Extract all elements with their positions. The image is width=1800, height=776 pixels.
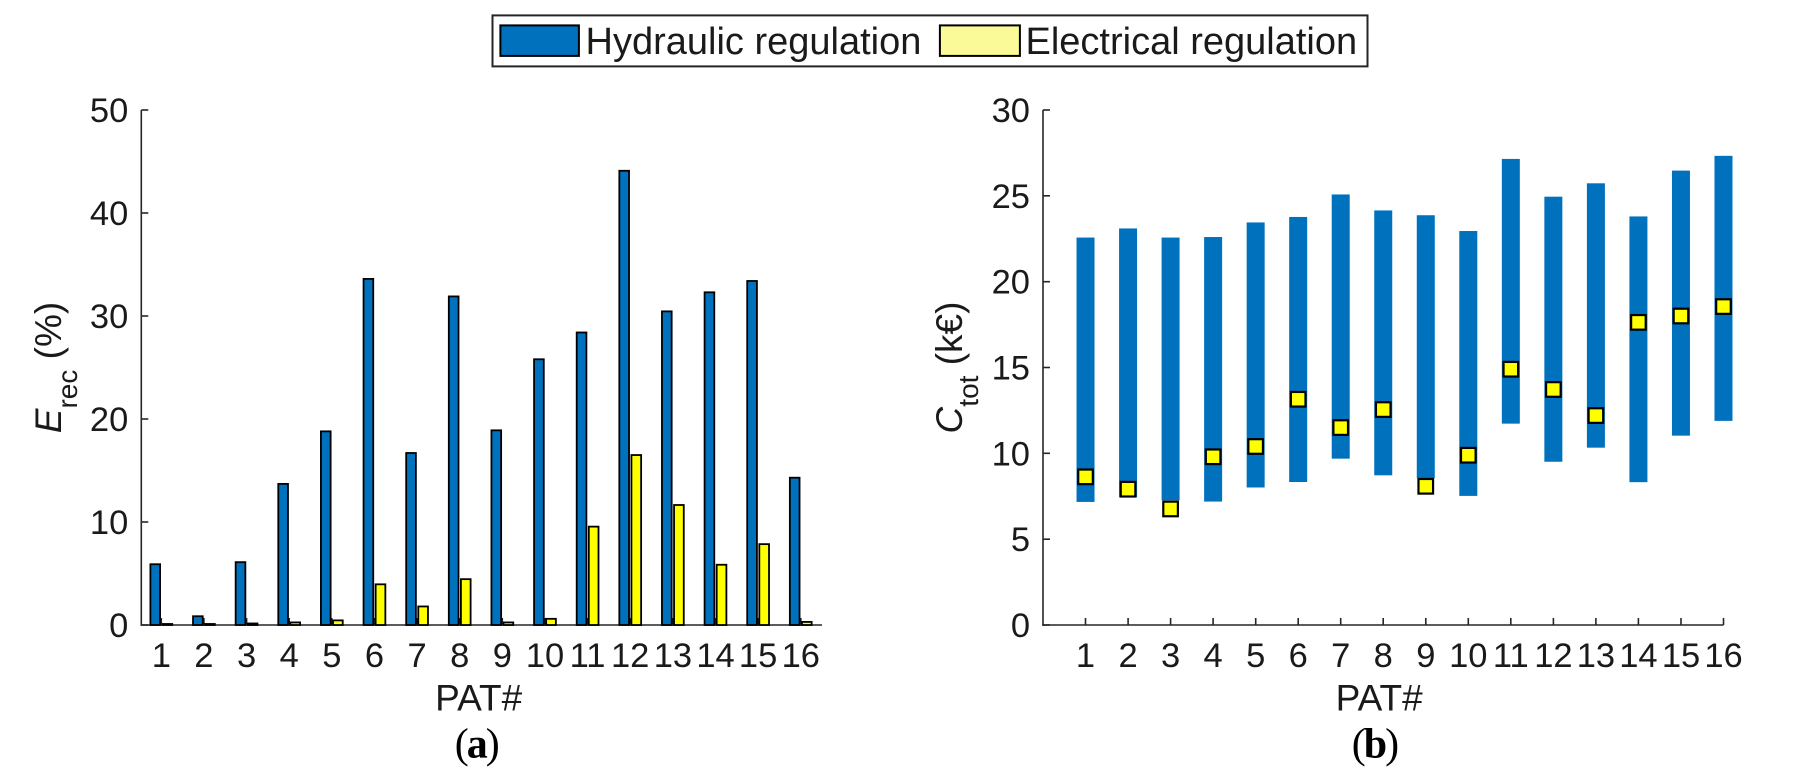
svg-text:14: 14 [1619,637,1657,675]
svg-text:40: 40 [90,195,128,233]
svg-text:2: 2 [194,637,213,675]
svg-text:5: 5 [1011,521,1030,559]
svg-text:0: 0 [1011,607,1030,645]
svg-text:11: 11 [1493,637,1529,675]
svg-text:3: 3 [237,637,256,675]
svg-text:8: 8 [1374,637,1393,675]
svg-text:50: 50 [90,92,128,130]
svg-text:2: 2 [1119,637,1138,675]
svg-text:12: 12 [1534,637,1572,675]
svg-text:Erec (%): Erec (%) [28,302,83,433]
svg-text:10: 10 [1449,637,1487,675]
svg-text:25: 25 [992,178,1030,216]
svg-text:10: 10 [526,637,564,675]
svg-text:13: 13 [654,637,692,675]
svg-text:PAT#: PAT# [1336,678,1423,719]
svg-text:20: 20 [992,264,1030,302]
svg-text:7: 7 [408,637,427,675]
svg-text:3: 3 [1161,637,1180,675]
svg-text:8: 8 [450,637,469,675]
svg-text:20: 20 [90,401,128,439]
svg-text:1: 1 [1076,637,1095,675]
svg-text:7: 7 [1331,637,1350,675]
svg-text:12: 12 [611,637,649,675]
svg-text:(a): (a) [455,722,499,768]
svg-text:15: 15 [1662,637,1700,675]
svg-text:9: 9 [493,637,512,675]
svg-text:5: 5 [322,637,341,675]
svg-text:0: 0 [109,607,128,645]
svg-text:13: 13 [1577,637,1615,675]
svg-text:14: 14 [696,637,734,675]
svg-text:9: 9 [1416,637,1435,675]
svg-text:(b): (b) [1352,722,1398,768]
svg-text:Ctot (k€): Ctot (k€) [929,302,984,434]
svg-text:4: 4 [1204,637,1223,675]
svg-text:15: 15 [739,637,777,675]
svg-text:30: 30 [90,298,128,336]
svg-text:10: 10 [992,435,1030,473]
svg-text:11: 11 [570,637,606,675]
svg-text:Hydraulic regulation: Hydraulic regulation [586,21,922,63]
svg-text:6: 6 [1289,637,1308,675]
svg-text:10: 10 [90,504,128,542]
svg-text:PAT#: PAT# [435,678,522,719]
svg-text:30: 30 [992,92,1030,130]
svg-text:16: 16 [1704,637,1742,675]
svg-text:16: 16 [782,637,820,675]
svg-text:4: 4 [280,637,299,675]
svg-text:15: 15 [992,350,1030,388]
svg-text:6: 6 [365,637,384,675]
svg-text:1: 1 [152,637,171,675]
svg-text:5: 5 [1246,637,1265,675]
svg-text:Electrical regulation: Electrical regulation [1026,21,1358,63]
